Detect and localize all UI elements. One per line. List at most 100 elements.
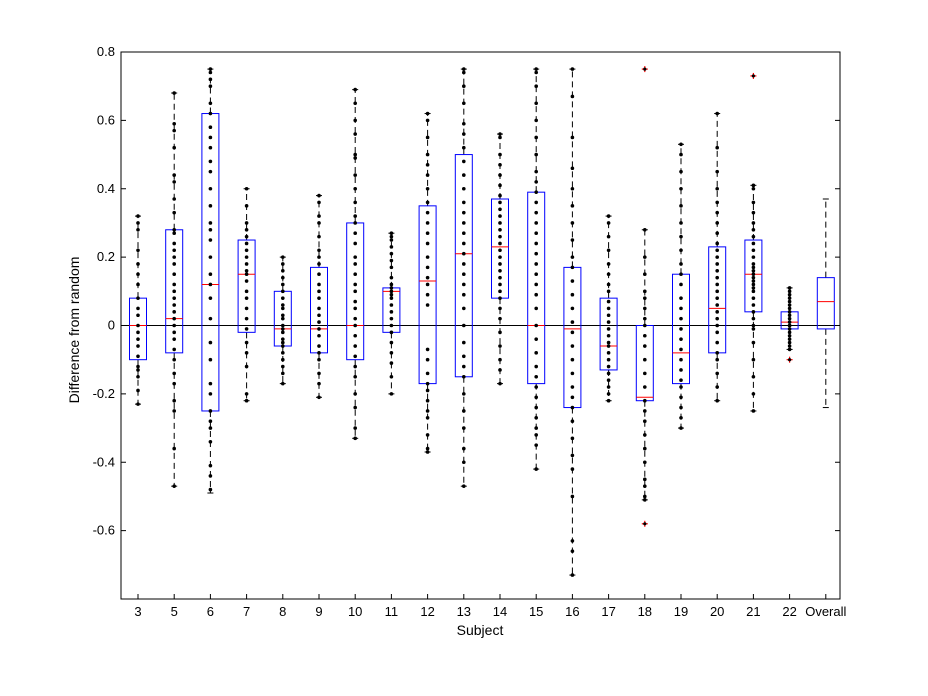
data-point [244,279,249,283]
data-point [389,258,394,263]
data-point [353,101,358,106]
data-point [751,210,756,215]
data-point [425,292,430,297]
data-point [606,221,611,225]
data-point [570,279,575,283]
data-point [353,289,358,294]
data-point [643,498,647,502]
data-point [643,227,647,232]
data-point [317,357,321,362]
data-point [172,347,176,352]
data-point [425,265,430,270]
data-point [534,67,538,71]
data-point [208,111,213,116]
data-point [787,286,792,290]
data-point [208,487,213,492]
data-point [172,145,176,150]
data-point [715,169,719,174]
data-point [353,272,358,277]
data-point [136,354,140,359]
data-point [715,371,719,376]
data-point [136,388,140,393]
data-point [715,262,719,266]
data-point [462,101,466,106]
data-point [425,381,430,386]
data-point [462,426,466,430]
data-point [353,255,358,259]
data-point [715,111,719,116]
data-point [208,463,213,468]
data-point [534,443,538,447]
data-point [353,221,358,225]
data-point [172,121,176,126]
x-tick-label: 7 [243,604,250,619]
data-point [317,282,321,287]
data-point [606,313,611,318]
data-point [208,67,213,71]
data-point [570,549,575,553]
data-point [787,303,792,307]
data-point [606,299,611,304]
data-point [715,357,719,362]
data-point [498,221,502,225]
data-point [679,368,683,372]
x-tick-label: 16 [565,604,579,619]
data-point [281,364,285,369]
data-point [172,248,176,253]
data-point [498,269,502,273]
data-point [425,371,430,376]
data-point [751,234,756,239]
data-point [281,330,285,335]
data-point [317,313,321,318]
data-point [751,248,756,253]
data-point [751,186,756,191]
data-point [425,303,430,307]
data-point [534,337,538,341]
data-point [751,241,756,246]
data-point [534,241,538,246]
data-point [606,248,611,253]
data-point [244,255,249,259]
data-point [534,118,538,123]
data-point [172,227,176,232]
data-point [787,289,792,294]
data-point [172,241,176,246]
data-point [462,374,466,379]
data-point [317,272,321,277]
data-point [353,392,358,396]
y-tick-label: 0.2 [97,249,115,264]
data-point [534,282,538,287]
data-point [462,159,466,164]
data-point [425,118,430,123]
data-point [462,354,466,359]
data-point [425,186,430,191]
data-point [751,357,756,362]
data-point [570,135,575,140]
data-point [570,419,575,424]
data-point [208,186,213,191]
data-point [462,392,466,396]
data-point [389,374,394,379]
data-point [425,241,430,246]
data-point [679,426,683,430]
data-point [172,282,176,287]
data-point [715,200,719,205]
data-point [643,344,647,348]
x-tick-label: 18 [638,604,652,619]
data-point [570,255,575,259]
data-point [208,101,213,106]
data-point [498,296,502,300]
data-point [389,251,394,256]
data-point [353,282,358,287]
data-point [353,436,358,441]
data-point [787,344,792,348]
data-point [208,272,213,277]
y-tick-label: -0.2 [93,386,115,401]
data-point [244,340,249,345]
data-point [643,296,647,300]
data-point [498,132,502,136]
box-iqr [599,297,618,371]
data-point [787,340,792,345]
data-point [570,221,575,225]
data-point [606,282,611,287]
